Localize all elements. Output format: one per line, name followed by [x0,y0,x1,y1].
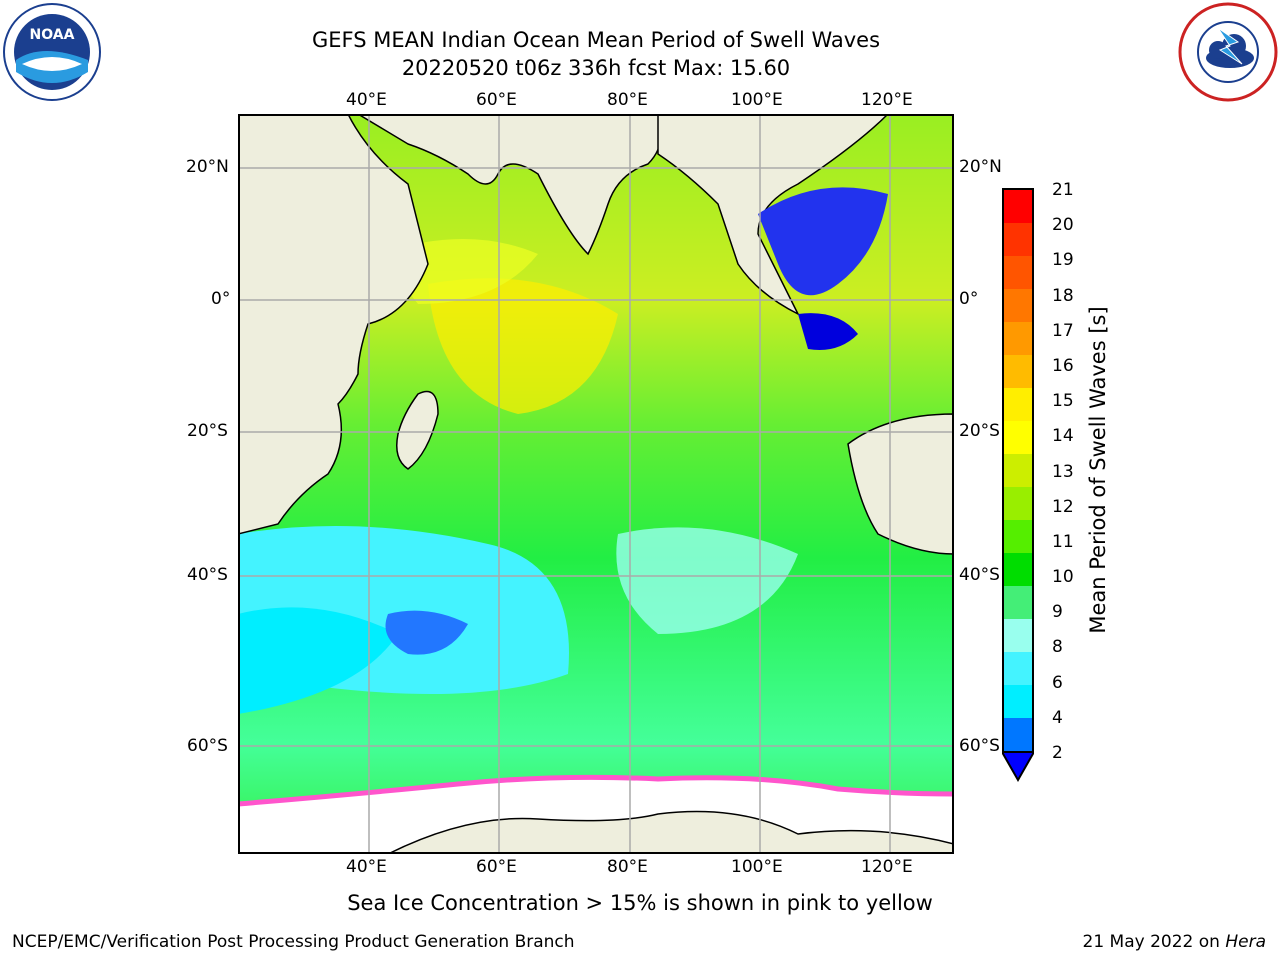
australia-landmass [847,413,954,555]
lat-label: 40°S [959,565,1000,585]
africa-landmass [238,114,429,535]
lon-label: 40°E [346,857,387,877]
very-low-period-patch [385,610,468,655]
colorbar-tick-label: 4 [1052,707,1063,728]
nws-logo-icon [1178,2,1278,102]
colorbar-segment [1004,718,1032,751]
lat-label: 20°N [959,157,1002,177]
colorbar-tick-label: 9 [1052,602,1063,623]
high-period-region [428,278,618,414]
colorbar-segment [1004,190,1032,223]
colorbar [1002,188,1034,753]
lon-label: 120°E [861,90,913,110]
colorbar-segment [1004,685,1032,718]
lat-label: 60°S [959,736,1000,756]
colorbar-tick-label: 12 [1052,496,1074,517]
lat-label: 20°S [959,421,1000,441]
very-low-period-patch [798,313,858,350]
colorbar-segment [1004,520,1032,553]
svg-text:NOAA: NOAA [30,27,75,43]
low-period-region [238,607,398,714]
map-subtitle: 20220520 t06z 336h fcst Max: 15.60 [401,56,791,80]
colorbar-segment [1004,553,1032,586]
colorbar-segment [1004,256,1032,289]
madagascar-landmass [396,390,439,470]
lat-label: 0° [959,289,979,309]
colorbar-tick-label: 2 [1052,743,1063,763]
se-asia-landmass [657,114,890,316]
lon-label: 100°E [731,90,783,110]
colorbar-tick-label: 14 [1052,426,1074,447]
colorbar-segment [1004,289,1032,322]
lat-label: 20°N [186,157,229,177]
lon-label: 40°E [346,90,387,110]
colorbar-segment [1004,586,1032,619]
very-low-period-patch [758,187,888,296]
colorbar-tick-label: 13 [1052,461,1074,482]
lat-label: 0° [211,289,231,309]
colorbar-segment [1004,652,1032,685]
colorbar-tick-label: 15 [1052,391,1074,412]
swell-period-map [238,114,954,854]
colorbar-segment [1004,355,1032,388]
lon-label: 60°E [476,90,517,110]
low-period-region [616,527,798,634]
run-host: Hera [1225,932,1266,952]
lon-label: 120°E [861,857,913,877]
asia-landmass [356,114,663,256]
lat-label: 20°S [187,421,228,441]
colorbar-tick-label: 11 [1052,531,1074,552]
colorbar-tick-label: 16 [1052,355,1074,376]
lon-label: 80°E [607,857,648,877]
colorbar-tick-label: 10 [1052,567,1074,588]
map-frame [238,114,954,854]
lon-label: 60°E [476,857,517,877]
antarctica-landmass [387,810,954,854]
colorbar-tick-label: 17 [1052,320,1074,341]
lon-label: 100°E [731,857,783,877]
colorbar-segment [1004,388,1032,421]
producer-credit: NCEP/EMC/Verification Post Processing Pr… [12,932,575,952]
lon-label: 80°E [607,90,648,110]
colorbar-extend-arrow [1002,752,1034,782]
colorbar-segment [1004,454,1032,487]
run-date: 21 May 2022 on Hera [1083,932,1267,952]
lat-label: 60°S [187,736,228,756]
run-date-text: 21 May 2022 on [1082,932,1226,952]
colorbar-segment [1004,619,1032,652]
colorbar-segment [1004,487,1032,520]
colorbar-tick-label: 20 [1052,215,1074,236]
colorbar-tick-label: 8 [1052,637,1063,658]
colorbar-tick-label: 19 [1052,250,1074,271]
sea-ice-edge [238,774,954,807]
lat-label: 40°S [187,565,228,585]
colorbar-segment [1004,421,1032,454]
map-title: GEFS MEAN Indian Ocean Mean Period of Sw… [311,28,881,52]
colorbar-tick-label: 6 [1052,672,1063,693]
noa-logo-icon: NOAA [3,3,101,101]
colorbar-tick-label: 21 [1052,180,1074,200]
sea-ice-note: Sea Ice Concentration > 15% is shown in … [347,891,933,915]
graticule [238,114,954,854]
colorbar-segment [1004,223,1032,256]
colorbar-segment [1004,322,1032,355]
colorbar-label: Mean Period of Swell Waves [s] [1086,306,1110,634]
colorbar-tick-label: 18 [1052,285,1074,306]
